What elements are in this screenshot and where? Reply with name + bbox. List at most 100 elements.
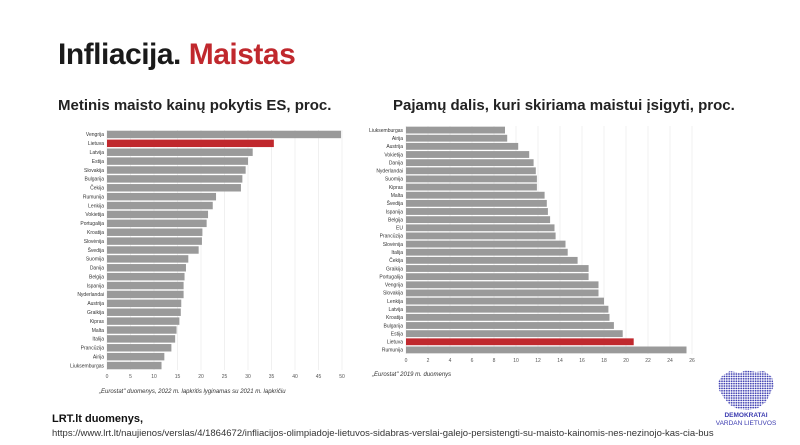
bar [406,265,589,272]
category-label: Suomija [86,257,104,263]
bar [406,134,508,142]
bar [406,305,609,313]
category-label: Danija [389,160,403,166]
category-label: Kipras [90,319,105,325]
source-url[interactable]: https://www.lrt.lt/naujienos/verslas/4/1… [52,428,714,439]
category-label: Rumunija [382,348,403,354]
x-tick-label: 16 [579,358,585,364]
x-tick-label: 40 [292,374,298,380]
category-label: Čekija [389,257,403,264]
bar [107,326,177,334]
category-label: Slovėnija [84,239,105,245]
category-label: Vengrija [86,132,104,138]
page-title: Infliacija. Maistas [58,38,296,72]
x-tick-label: 5 [129,374,132,380]
x-tick-label: 2 [427,358,430,364]
x-tick-label: 10 [151,374,157,380]
bar [107,264,186,272]
category-label: Airija [392,136,403,142]
bar [107,290,184,299]
bar [406,199,547,207]
category-label: Prancūzija [81,346,105,352]
category-label: Belgija [89,274,104,280]
category-label: Prancūzija [380,234,404,240]
bar [107,157,248,165]
category-label: Lenkija [88,203,104,209]
category-label: Rumunija [83,194,104,200]
category-label: Austrija [386,144,403,150]
bar [107,130,342,139]
bar [406,248,568,256]
lithuania-map-logo-icon [718,370,774,410]
x-tick-label: 26 [689,358,695,364]
bar [406,322,614,329]
bar [107,184,241,192]
bar [107,299,182,308]
right-chart-title: Pajamų dalis, kuri skiriama maistui įsig… [393,97,735,114]
category-label: Vengrija [385,283,403,289]
bar [107,344,172,352]
category-label: Vokietija [85,212,104,218]
x-tick-label: 50 [339,374,345,380]
category-label: Austrija [87,301,104,307]
x-tick-label: 15 [175,374,181,380]
x-tick-label: 0 [106,374,109,380]
category-label: Portugalija [80,221,104,227]
bar [406,142,519,150]
category-label: Ispanija [386,209,403,215]
bar [107,361,162,370]
bar [406,216,551,224]
title-part-1: Infliacija. [58,38,181,71]
bar [406,208,548,215]
logo-text-line2: VARDAN LIETUVOS [715,420,777,427]
bar [406,232,556,240]
x-tick-label: 24 [667,358,673,364]
left-chart-title: Metinis maisto kainų pokytis ES, proc. [58,97,332,114]
category-label: Nyderlandai [77,292,104,298]
category-label: Lenkija [387,299,403,305]
bar [406,273,589,281]
category-label: Švedija [387,200,404,207]
bar [406,175,537,183]
category-label: Liuksemburgas [70,363,104,369]
bar [406,338,634,346]
bar [406,183,537,191]
x-tick-label: 20 [623,358,629,364]
bar [107,148,253,156]
bar [406,126,505,134]
x-tick-label: 45 [316,374,322,380]
bar [107,308,181,316]
category-label: Kroatija [87,230,104,236]
bar [406,256,578,264]
x-tick-label: 14 [557,358,563,364]
bar [107,255,189,263]
bar [406,313,610,321]
logo-text-line1: DEMOKRATAI [724,412,768,419]
bar [406,240,566,248]
category-label: Latvija [90,150,105,156]
x-tick-label: 0 [405,358,408,364]
category-label: Estija [92,159,104,165]
food-price-change-chart: 0 5 10 15 20 25 30 35 40 45 50 Vengrija Lietuva Latvi… [70,130,345,380]
bar [406,346,687,354]
x-tick-label: 22 [645,358,651,364]
x-tick-label: 18 [601,358,607,364]
category-label: Kroatija [386,315,403,321]
category-label: Čekija [90,185,104,192]
bar [406,330,623,338]
x-tick-label: 8 [493,358,496,364]
bar [406,151,530,158]
category-label: Bulgarija [384,323,404,329]
bar [107,228,203,236]
category-label: Malta [92,328,104,334]
category-label: Estija [391,331,403,337]
bar [406,224,555,232]
x-tick-label: 25 [222,374,228,380]
bar [406,281,599,289]
category-label: Slovakija [84,168,104,174]
category-label: Bulgarija [85,177,105,183]
x-tick-label: 35 [269,374,275,380]
category-label: Danija [90,266,104,272]
left-chart-note: „Eurostat" duomenys, 2022 m. lapkritis l… [99,389,286,395]
bar [107,335,176,343]
